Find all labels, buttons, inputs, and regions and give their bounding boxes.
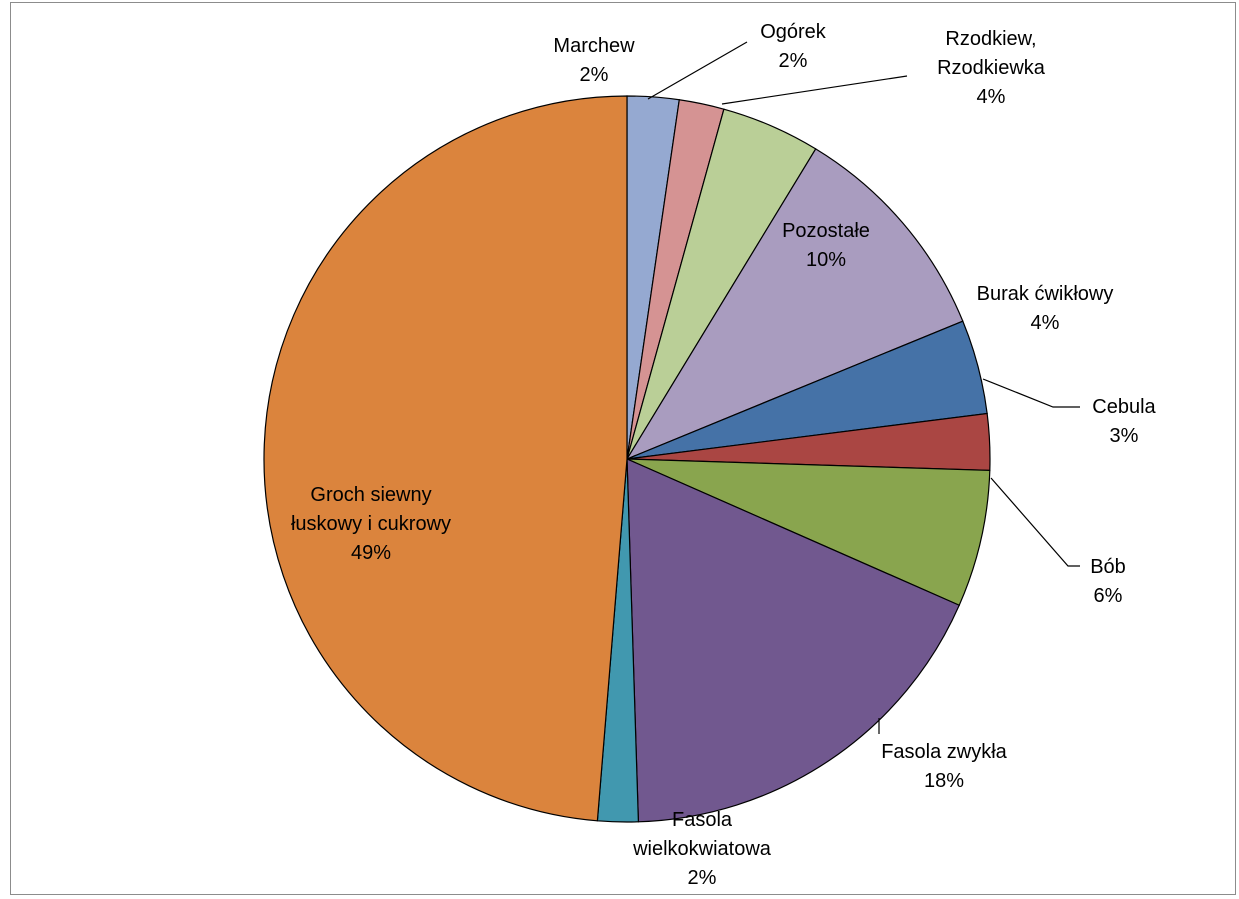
leader-line <box>721 75 908 105</box>
pie-slice <box>625 148 964 461</box>
slice-label: Fasola zwykła 18% <box>881 741 1007 792</box>
pie-slice <box>263 95 628 822</box>
leader-line <box>982 378 1080 408</box>
leader-line <box>990 477 1080 567</box>
slice-label: Cebula 3% <box>1092 396 1156 447</box>
slice-label: Bób 6% <box>1090 556 1126 607</box>
slice-label: Fasola wielkokwiatowa 2% <box>632 809 772 889</box>
leader-line <box>647 41 748 100</box>
slice-label: Ogórek 2% <box>760 21 827 72</box>
slice-label: Pozostałe 10% <box>782 220 870 271</box>
slice-label: Groch siewny łuskowy i cukrowy 49% <box>291 484 451 564</box>
slice-label: Burak ćwikłowy 4% <box>977 283 1114 334</box>
slice-label: Marchew 2% <box>553 35 635 86</box>
pie-slice <box>626 458 961 823</box>
pie-slice <box>626 458 991 607</box>
slice-label: Rzodkiew, Rzodkiewka 4% <box>937 28 1046 108</box>
